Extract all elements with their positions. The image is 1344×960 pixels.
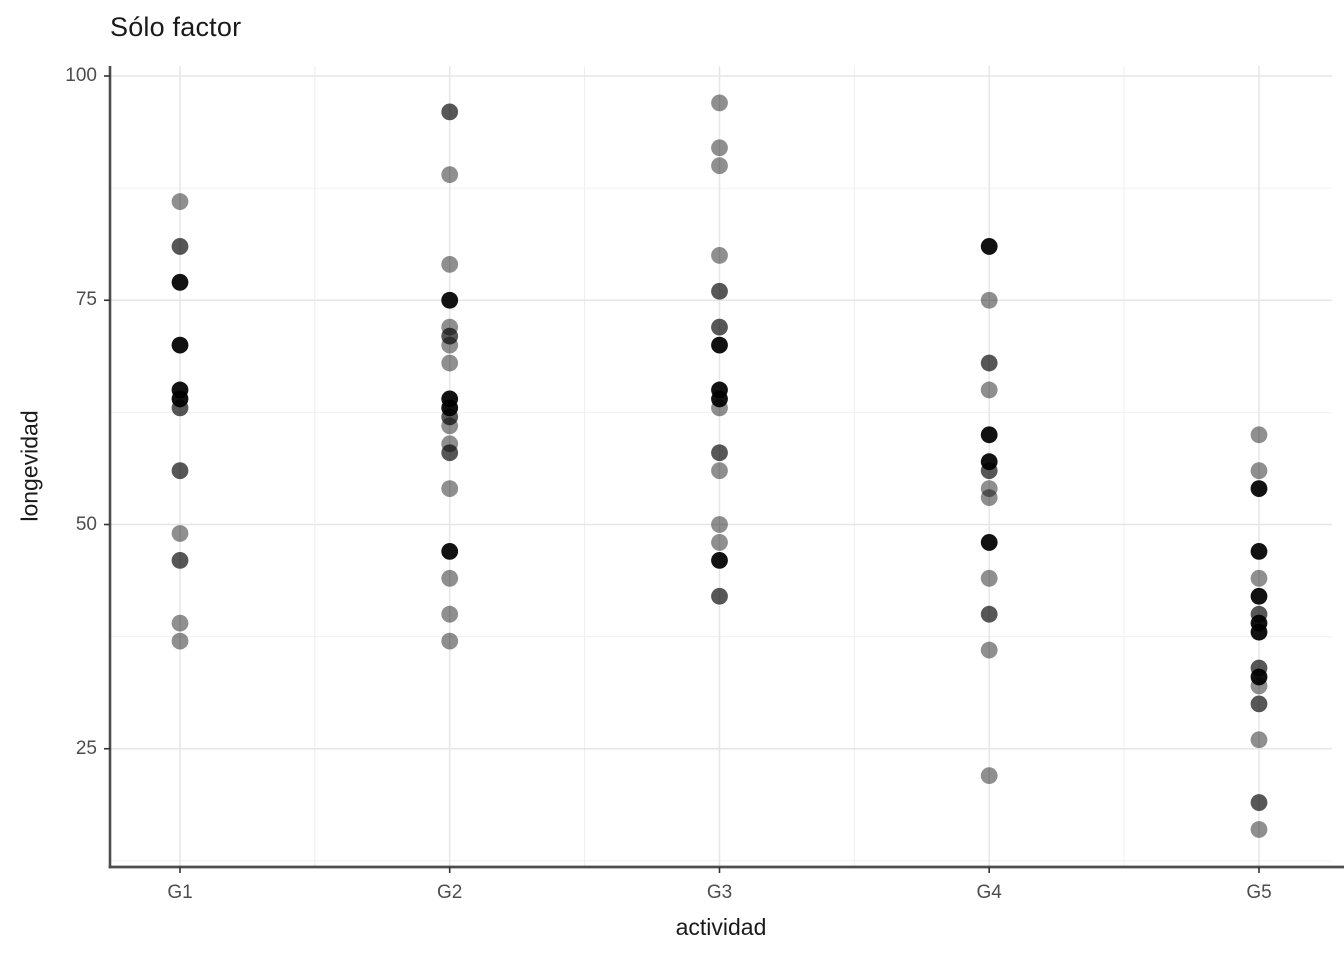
data-point bbox=[1250, 677, 1268, 695]
data-point bbox=[1250, 543, 1268, 560]
data-point bbox=[711, 336, 728, 354]
data-point bbox=[1250, 480, 1268, 498]
data-point bbox=[980, 767, 998, 785]
data-point bbox=[441, 291, 459, 309]
data-point bbox=[980, 641, 998, 659]
data-point bbox=[1250, 731, 1268, 749]
data-point bbox=[441, 632, 459, 650]
data-point bbox=[171, 399, 189, 417]
data-point bbox=[441, 336, 459, 354]
y-tick-label: 100 bbox=[65, 65, 97, 86]
data-point bbox=[980, 569, 998, 587]
x-tick-label: G2 bbox=[437, 882, 463, 903]
data-point bbox=[711, 399, 728, 417]
data-point bbox=[980, 238, 998, 255]
data-point bbox=[1250, 462, 1268, 480]
data-point bbox=[980, 489, 998, 506]
data-point bbox=[1250, 587, 1268, 605]
data-point bbox=[441, 103, 459, 121]
x-axis-title: actividad bbox=[675, 914, 767, 940]
data-point bbox=[711, 139, 728, 157]
data-point bbox=[711, 516, 728, 533]
data-point bbox=[711, 462, 728, 480]
data-point bbox=[980, 291, 998, 309]
data-point bbox=[1250, 623, 1268, 641]
data-point bbox=[711, 551, 728, 569]
data-point bbox=[441, 417, 459, 435]
data-point bbox=[171, 614, 189, 632]
data-point bbox=[1250, 821, 1268, 838]
data-point bbox=[1250, 569, 1268, 587]
data-point bbox=[980, 462, 998, 480]
x-tick-label: G5 bbox=[1246, 882, 1272, 903]
data-point bbox=[711, 534, 728, 551]
data-point bbox=[441, 444, 459, 462]
data-point bbox=[441, 166, 459, 184]
data-point bbox=[171, 525, 189, 542]
data-point bbox=[980, 534, 998, 551]
data-point bbox=[711, 444, 728, 462]
data-point bbox=[1250, 426, 1268, 444]
data-point bbox=[441, 354, 459, 372]
x-tick-label: G3 bbox=[706, 882, 733, 903]
data-point bbox=[171, 336, 189, 354]
data-point bbox=[711, 318, 728, 336]
chart-title: Sólo factor bbox=[110, 12, 242, 42]
data-point bbox=[171, 551, 189, 569]
y-axis-title: longevidad bbox=[16, 410, 43, 522]
data-point bbox=[711, 94, 728, 112]
data-point bbox=[441, 255, 459, 273]
data-point bbox=[1250, 695, 1268, 713]
data-point bbox=[441, 480, 459, 498]
data-point bbox=[711, 157, 728, 175]
data-point bbox=[980, 426, 998, 444]
data-point bbox=[441, 569, 459, 587]
y-tick-label: 25 bbox=[75, 737, 97, 759]
data-point bbox=[1250, 794, 1268, 811]
data-point bbox=[171, 238, 189, 255]
data-point bbox=[441, 605, 459, 623]
data-point bbox=[441, 543, 459, 560]
data-point bbox=[1250, 668, 1268, 686]
x-tick-label: G1 bbox=[167, 882, 193, 903]
data-point bbox=[980, 381, 998, 399]
data-point bbox=[980, 354, 998, 372]
data-point bbox=[171, 273, 189, 291]
data-point bbox=[441, 327, 459, 345]
data-point bbox=[441, 408, 459, 426]
data-point bbox=[171, 462, 189, 480]
data-point bbox=[980, 480, 998, 498]
data-point bbox=[980, 605, 998, 623]
y-tick-label: 75 bbox=[75, 289, 97, 311]
data-point bbox=[711, 247, 728, 264]
y-tick-label: 50 bbox=[75, 513, 97, 535]
data-point bbox=[711, 282, 728, 300]
x-tick-label: G4 bbox=[976, 882, 1002, 903]
data-point bbox=[711, 587, 728, 605]
data-point bbox=[171, 193, 189, 210]
data-point bbox=[171, 632, 189, 650]
data-point bbox=[711, 390, 728, 408]
